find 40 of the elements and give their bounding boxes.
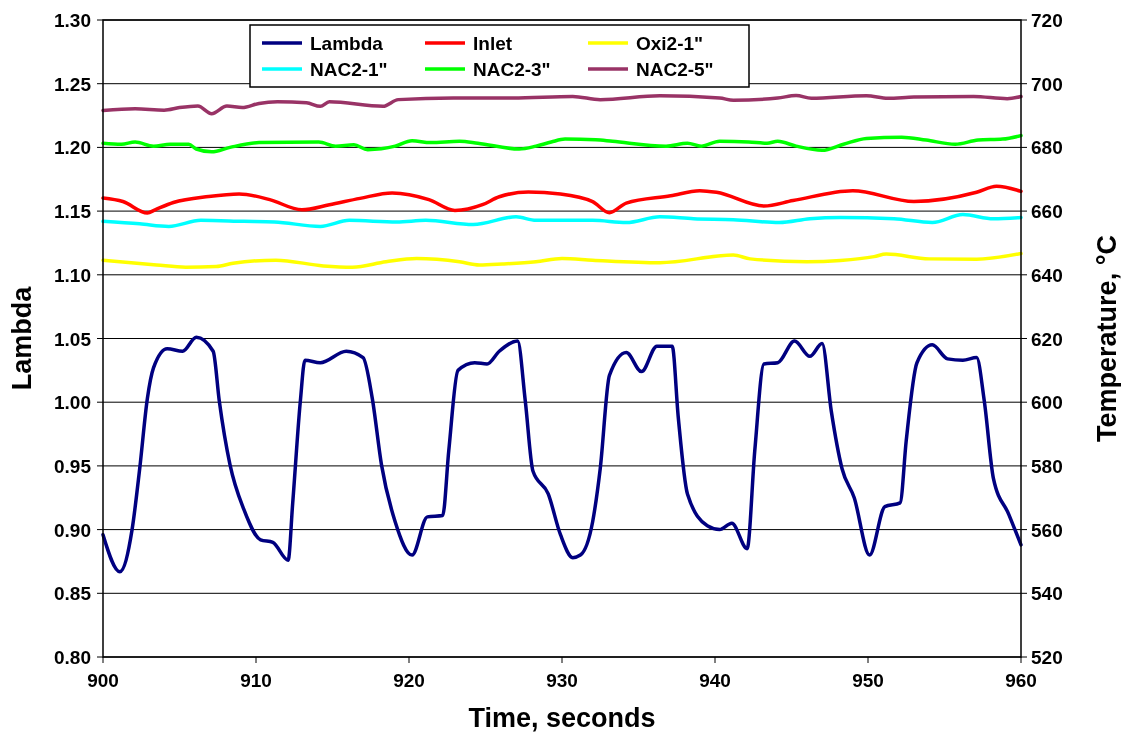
x-tick-label: 920 bbox=[393, 670, 425, 691]
y-tick-label: 1.10 bbox=[54, 264, 91, 286]
y2-tick-label: 700 bbox=[1031, 73, 1063, 95]
y2-tick-label: 580 bbox=[1031, 455, 1063, 477]
line-series bbox=[101, 93, 1023, 116]
y-tick-label: 1.15 bbox=[54, 201, 92, 223]
legend-label: NAC2-5" bbox=[636, 59, 714, 80]
x-tick-label: 900 bbox=[87, 670, 119, 691]
y-axis-title: Lambda bbox=[7, 285, 37, 391]
y-tick-label: 0.90 bbox=[54, 519, 91, 541]
legend-label: Lambda bbox=[310, 33, 384, 54]
x-tick-label: 960 bbox=[1005, 670, 1037, 691]
legend-label: NAC2-3" bbox=[473, 59, 551, 80]
y-tick-label: 1.25 bbox=[54, 73, 92, 95]
y-tick-label: 0.85 bbox=[54, 583, 92, 605]
legend-label: Inlet bbox=[473, 33, 513, 54]
y-tick-label: 1.30 bbox=[54, 10, 91, 31]
y2-tick-label: 540 bbox=[1031, 583, 1063, 605]
x-axis-title: Time, seconds bbox=[468, 703, 656, 733]
x-tick-label: 910 bbox=[240, 670, 272, 691]
y-tick-label: 1.00 bbox=[54, 392, 91, 414]
y2-tick-label: 600 bbox=[1031, 392, 1063, 414]
x-tick-label: 950 bbox=[852, 670, 884, 691]
y2-tick-label: 520 bbox=[1031, 647, 1063, 668]
y-tick-label: 1.20 bbox=[54, 137, 91, 159]
y2-tick-label: 640 bbox=[1031, 264, 1063, 286]
y2-axis-title: Temperature, °C bbox=[1092, 235, 1121, 442]
y-tick-label: 1.05 bbox=[54, 328, 92, 350]
y2-tick-label: 660 bbox=[1031, 201, 1063, 223]
y2-tick-label: 720 bbox=[1031, 10, 1063, 31]
y2-tick-label: 560 bbox=[1031, 519, 1063, 541]
y2-tick-label: 620 bbox=[1031, 328, 1063, 350]
y2-tick-label: 680 bbox=[1031, 137, 1063, 159]
y-tick-label: 0.95 bbox=[54, 455, 92, 477]
legend-label: Oxi2-1" bbox=[636, 33, 704, 54]
y-tick-label: 0.80 bbox=[54, 647, 91, 668]
legend-label: NAC2-1" bbox=[310, 59, 388, 80]
line-series bbox=[101, 251, 1023, 269]
x-tick-label: 930 bbox=[546, 670, 578, 691]
x-tick-label: 940 bbox=[699, 670, 731, 691]
